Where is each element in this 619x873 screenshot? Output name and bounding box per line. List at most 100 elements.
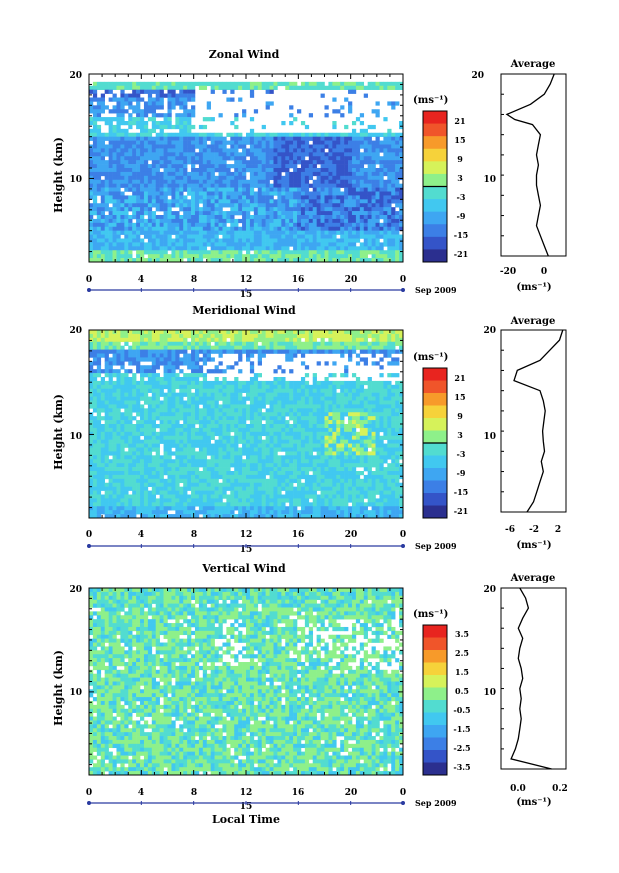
- heatmap-cell: [171, 388, 176, 393]
- heatmap-cell: [89, 349, 94, 354]
- heatmap-cell: [277, 152, 282, 157]
- heatmap-cell: [140, 128, 145, 134]
- heatmap-cell: [367, 152, 372, 157]
- heatmap-cell: [289, 353, 294, 358]
- heatmap-cell: [324, 171, 329, 177]
- heatmap-cell: [304, 81, 310, 87]
- heatmap-cell: [328, 400, 333, 405]
- heatmap-cell: [143, 246, 149, 251]
- heatmap-cell: [399, 388, 404, 393]
- heatmap-cell: [328, 215, 333, 220]
- heatmap-cell: [375, 392, 380, 397]
- heatmap-cell: [191, 81, 196, 87]
- heatmap-cell: [218, 250, 223, 255]
- heatmap-cell: [304, 345, 310, 350]
- heatmap-cell: [92, 97, 98, 102]
- heatmap-cell: [226, 416, 231, 421]
- heatmap-cell: [210, 140, 215, 145]
- heatmap-cell: [308, 254, 314, 259]
- heatmap-cell: [238, 187, 243, 192]
- heatmap-cell: [124, 218, 129, 224]
- heatmap-cell: [140, 97, 145, 102]
- heatmap-cell: [304, 179, 310, 184]
- colorbar-unit-label: (ms⁻¹): [413, 609, 448, 620]
- x-tick-label: 8: [191, 788, 197, 798]
- heatmap-cell: [112, 238, 117, 243]
- heatmap-cell: [151, 171, 157, 177]
- heatmap-cell: [265, 81, 270, 87]
- heatmap-cell: [218, 218, 223, 224]
- heatmap-cell: [218, 171, 223, 177]
- heatmap-cell: [187, 400, 192, 405]
- heatmap-cell: [351, 384, 357, 390]
- heatmap-cell: [363, 380, 368, 386]
- heatmap-cell: [136, 191, 141, 196]
- heatmap-cell: [242, 238, 247, 243]
- heatmap-cell: [187, 140, 192, 145]
- heatmap-cell: [234, 361, 239, 366]
- heatmap-cell: [269, 171, 274, 177]
- heatmap-cell: [206, 199, 211, 204]
- heatmap-cell: [289, 392, 294, 397]
- heatmap-cell: [316, 85, 321, 90]
- heatmap-cell: [89, 148, 94, 153]
- heatmap-cell: [363, 226, 368, 231]
- heatmap-cell: [132, 337, 137, 343]
- heatmap-cell: [273, 392, 278, 397]
- heatmap-cell: [308, 349, 314, 354]
- heatmap-cell: [277, 330, 282, 335]
- heatmap-cell: [316, 250, 321, 255]
- heatmap-cell: [171, 195, 176, 200]
- heatmap-cell: [351, 230, 357, 235]
- heatmap-cell: [387, 81, 392, 87]
- heatmap-cell: [387, 424, 392, 429]
- heatmap-cell: [171, 187, 176, 192]
- heatmap-cell: [198, 175, 204, 181]
- heatmap-cell: [316, 408, 321, 413]
- heatmap-cell: [391, 168, 396, 173]
- heatmap-cell: [269, 85, 274, 90]
- heatmap-cell: [187, 136, 192, 141]
- heatmap-cell: [351, 121, 357, 126]
- heatmap-cell: [293, 199, 298, 204]
- heatmap-cell: [234, 160, 239, 165]
- heatmap-cell: [210, 203, 215, 208]
- heatmap-cell: [367, 246, 372, 251]
- heatmap-cell: [300, 345, 306, 350]
- heatmap-cell: [399, 171, 404, 177]
- heatmap-cell: [257, 152, 262, 157]
- heatmap-cell: [108, 416, 113, 421]
- heatmap-cell: [183, 124, 188, 130]
- heatmap-cell: [89, 156, 94, 161]
- heatmap-cell: [363, 238, 368, 243]
- heatmap-cell: [222, 330, 227, 335]
- heatmap-cell: [328, 222, 333, 228]
- heatmap-cell: [194, 242, 200, 247]
- heatmap-cell: [112, 175, 117, 181]
- heatmap-cell: [147, 412, 153, 417]
- heatmap-cell: [257, 392, 262, 397]
- heatmap-cell: [210, 369, 215, 374]
- heatmap-cell: [100, 187, 105, 192]
- heatmap-cell: [218, 349, 223, 354]
- heatmap-cell: [140, 121, 145, 126]
- heatmap-cell: [218, 392, 223, 397]
- heatmap-cell: [132, 349, 137, 354]
- heatmap-cell: [344, 211, 349, 216]
- heatmap-cell: [222, 164, 227, 169]
- heatmap-cell: [367, 140, 372, 145]
- heatmap-cell: [136, 117, 141, 122]
- heatmap-cell: [238, 431, 243, 437]
- heatmap-cell: [210, 171, 215, 177]
- heatmap-cell: [359, 81, 365, 87]
- heatmap-cell: [391, 105, 396, 110]
- heatmap-cell: [269, 207, 274, 212]
- heatmap-cell: [143, 345, 149, 350]
- heatmap-cell: [151, 369, 157, 374]
- heatmap-cell: [194, 175, 200, 181]
- heatmap-cell: [383, 136, 388, 141]
- heatmap-cell: [120, 175, 125, 181]
- heatmap-cell: [112, 140, 117, 145]
- heatmap-cell: [202, 427, 208, 433]
- heatmap-cell: [348, 349, 353, 354]
